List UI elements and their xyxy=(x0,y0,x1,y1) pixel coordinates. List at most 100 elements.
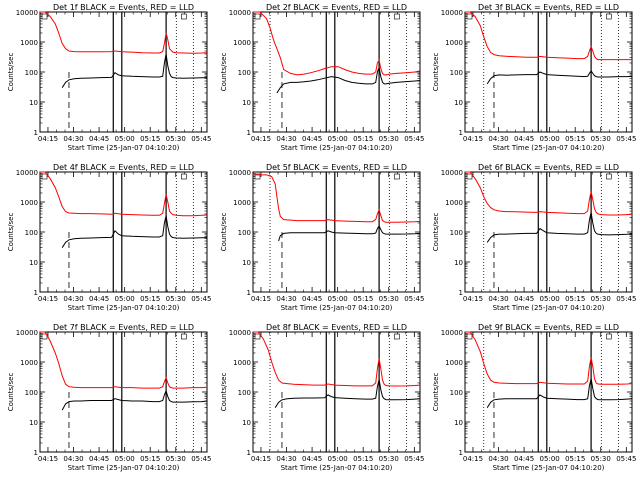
x-tick-label: 04:30 xyxy=(488,455,508,463)
corner-box-marker xyxy=(254,13,261,20)
series-line-lld xyxy=(253,11,421,76)
series-line-lld xyxy=(253,331,421,387)
y-tick-label: 10000 xyxy=(229,329,251,337)
chart-title: Det 6f BLACK = Events, RED = LLD xyxy=(478,163,619,172)
plot-frame xyxy=(464,11,633,133)
x-tick-label: 05:45 xyxy=(404,295,424,303)
x-tick-label: 05:30 xyxy=(166,135,186,143)
chart-title: Det 9f BLACK = Events, RED = LLD xyxy=(478,323,619,332)
y-tick-label: 10000 xyxy=(229,169,251,177)
x-tick-label: 05:30 xyxy=(591,135,611,143)
corner-box-marker xyxy=(466,173,473,180)
x-tick-label: 05:00 xyxy=(328,455,348,463)
x-tick-label: 04:15 xyxy=(38,455,58,463)
y-tick-label: 10 xyxy=(454,259,463,267)
y-tick-label: 10 xyxy=(454,99,463,107)
y-tick-label: 1 xyxy=(459,289,463,297)
x-tick-label: 05:00 xyxy=(540,455,560,463)
chart-panel-8: Det 8f BLACK = Events, RED = LLD 1 10 100 10… xyxy=(220,323,424,472)
x-tick-label: 05:15 xyxy=(140,295,160,303)
y-tick-label: 10 xyxy=(29,259,38,267)
chart-panel-1: Det 1f BLACK = Events, RED = LLD 1 10 100 10… xyxy=(7,3,211,152)
y-tick-label: 1000 xyxy=(445,359,463,367)
y-axis-label: Counts/sec xyxy=(7,53,15,92)
plot-frame xyxy=(464,171,633,293)
x-tick-label: 04:45 xyxy=(89,455,109,463)
y-tick-label: 1000 xyxy=(445,199,463,207)
x-axis-label: Start Time (25-Jan-07 04:10:20) xyxy=(68,464,180,472)
x-tick-label: 04:45 xyxy=(302,135,322,143)
x-axis-label: Start Time (25-Jan-07 04:10:20) xyxy=(281,464,393,472)
x-tick-label: 05:45 xyxy=(616,295,636,303)
x-tick-label: 05:30 xyxy=(166,295,186,303)
x-tick-label: 05:00 xyxy=(328,135,348,143)
x-tick-label: 04:15 xyxy=(463,135,483,143)
x-tick-label: 05:15 xyxy=(140,135,160,143)
series-line-events xyxy=(486,378,633,408)
x-tick-label: 05:45 xyxy=(191,455,211,463)
x-axis-label: Start Time (25-Jan-07 04:10:20) xyxy=(68,144,180,152)
y-axis-label: Counts/sec xyxy=(432,53,440,92)
y-tick-label: 100 xyxy=(238,229,251,237)
x-tick-label: 04:30 xyxy=(63,295,83,303)
y-tick-label: 10 xyxy=(242,419,251,427)
chart-panel-3: Det 3f BLACK = Events, RED = LLD 1 10 100 10… xyxy=(432,3,636,152)
x-tick-label: 05:45 xyxy=(191,295,211,303)
plot-frame xyxy=(39,331,208,453)
y-tick-label: 1 xyxy=(459,129,463,137)
y-tick-label: 100 xyxy=(25,229,38,237)
y-axis-label: Counts/sec xyxy=(220,53,228,92)
y-tick-label: 1 xyxy=(247,449,251,457)
x-tick-label: 05:00 xyxy=(540,135,560,143)
plot-frame xyxy=(252,171,421,293)
corner-box-marker xyxy=(41,173,48,180)
series-line-events xyxy=(274,379,421,408)
x-axis-label: Start Time (25-Jan-07 04:10:20) xyxy=(493,304,605,312)
y-axis-label: Counts/sec xyxy=(432,213,440,252)
y-axis-label: Counts/sec xyxy=(220,373,228,412)
x-tick-label: 05:15 xyxy=(353,135,373,143)
y-tick-label: 1000 xyxy=(445,39,463,47)
y-tick-label: 100 xyxy=(450,229,463,237)
corner-box-marker xyxy=(466,333,473,340)
corner-box-marker-right xyxy=(394,333,400,340)
y-tick-label: 100 xyxy=(25,389,38,397)
x-tick-label: 05:45 xyxy=(616,135,636,143)
x-tick-label: 05:30 xyxy=(379,135,399,143)
y-tick-label: 10 xyxy=(242,99,251,107)
x-tick-label: 05:30 xyxy=(591,455,611,463)
x-tick-label: 05:15 xyxy=(565,455,585,463)
y-tick-label: 10000 xyxy=(441,169,463,177)
chart-panel-7: Det 7f BLACK = Events, RED = LLD 1 10 100 10… xyxy=(7,323,211,472)
y-tick-label: 1 xyxy=(247,289,251,297)
y-tick-label: 1 xyxy=(34,289,38,297)
x-tick-label: 05:15 xyxy=(353,455,373,463)
x-tick-label: 04:15 xyxy=(251,455,271,463)
y-tick-label: 10000 xyxy=(441,329,463,337)
chart-title: Det 4f BLACK = Events, RED = LLD xyxy=(53,163,194,172)
corner-box-marker-right xyxy=(394,173,400,180)
series-line-events xyxy=(61,215,208,248)
y-tick-label: 1000 xyxy=(233,359,251,367)
x-tick-label: 04:30 xyxy=(63,135,83,143)
y-tick-label: 10 xyxy=(29,99,38,107)
series-line-lld xyxy=(253,174,421,223)
y-tick-label: 10 xyxy=(242,259,251,267)
y-axis-label: Counts/sec xyxy=(7,213,15,252)
x-tick-label: 05:30 xyxy=(379,455,399,463)
x-tick-label: 04:45 xyxy=(89,135,109,143)
x-axis-label: Start Time (25-Jan-07 04:10:20) xyxy=(281,304,393,312)
y-tick-label: 1000 xyxy=(20,199,38,207)
chart-panel-2: Det 2f BLACK = Events, RED = LLD 1 10 100 10… xyxy=(220,3,424,152)
x-tick-label: 04:45 xyxy=(302,455,322,463)
y-tick-label: 1 xyxy=(34,449,38,457)
y-tick-label: 10000 xyxy=(16,329,38,337)
y-axis-label: Counts/sec xyxy=(432,373,440,412)
series-line-events xyxy=(486,212,633,243)
corner-box-marker xyxy=(466,13,473,20)
y-tick-label: 10 xyxy=(454,419,463,427)
x-tick-label: 05:30 xyxy=(591,295,611,303)
series-line-lld xyxy=(465,331,633,385)
x-axis-label: Start Time (25-Jan-07 04:10:20) xyxy=(493,464,605,472)
